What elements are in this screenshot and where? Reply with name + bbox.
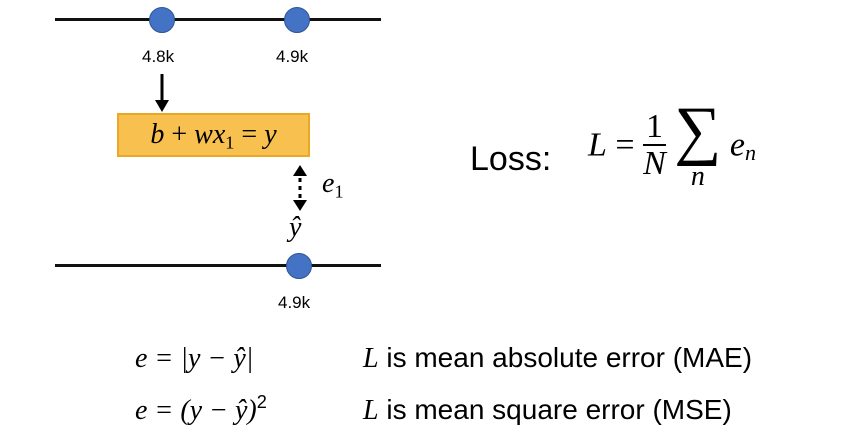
formula-b: b: [150, 119, 165, 150]
loss-e-subscript: n: [744, 139, 756, 165]
formula-y: y: [264, 119, 277, 150]
top-number-line: [55, 18, 381, 21]
summation-index: n: [690, 160, 705, 192]
formula-x-subscript: 1: [225, 132, 235, 153]
summation-symbol: ∑: [674, 94, 722, 167]
loss-equals: =: [615, 126, 635, 164]
bottom-point-4.9k: [286, 253, 312, 279]
formula-x: x: [212, 119, 226, 150]
error-label: e1: [322, 168, 344, 202]
loss-label: Loss:: [470, 140, 552, 178]
model-formula-box: b + wx1 = y: [117, 113, 310, 157]
top-point-4.8k: [149, 7, 175, 33]
bottom-number-line: [55, 264, 381, 267]
mse-L: L: [363, 394, 379, 426]
loss-numerator: 1: [643, 108, 666, 147]
mae-L: L: [363, 343, 379, 374]
mae-description: is mean absolute error (MAE): [378, 342, 753, 373]
loss-formula: L = 1 N ∑ n en: [588, 94, 756, 192]
top-point-4.9k: [284, 7, 310, 33]
error-e: e: [322, 168, 335, 199]
error-subscript: 1: [334, 181, 344, 202]
bottom-tick-label: 4.9k: [278, 293, 311, 312]
top-tick-label-2: 4.9k: [276, 47, 309, 66]
mse-description: is mean square error (MSE): [378, 393, 732, 425]
formula-plus: +: [171, 119, 188, 150]
mse-exponent: 2: [256, 392, 267, 412]
top-tick-label-1: 4.8k: [142, 47, 175, 66]
formula-equals: =: [241, 119, 258, 150]
error-double-arrow: [293, 165, 307, 211]
input-arrow: [155, 74, 169, 112]
yhat-label: ŷ: [289, 212, 302, 243]
definition-mae: e = |y − ŷ| L is mean absolute error (MAE…: [135, 342, 752, 375]
formula-w: w: [194, 119, 213, 150]
definition-mse: e = (y − ŷ)2 L is mean square error (MSE): [135, 392, 732, 427]
loss-fraction: 1 N: [643, 108, 666, 183]
loss-L: L: [588, 126, 607, 164]
mae-equation: e = |y − ŷ|: [135, 343, 254, 374]
loss-denominator: N: [643, 145, 666, 183]
mse-equation: e = (y − ŷ): [135, 394, 257, 426]
summation: ∑ n: [674, 94, 722, 192]
loss-e: e: [729, 126, 745, 164]
